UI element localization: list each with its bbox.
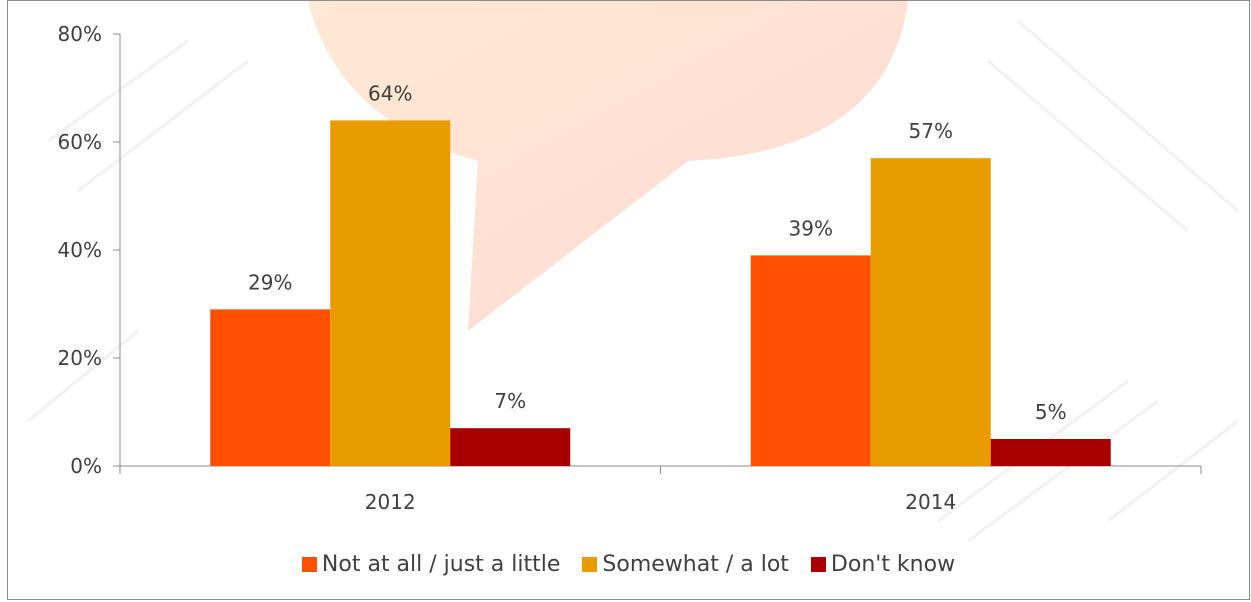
y-tick-label: 60% [58,130,102,154]
y-tick-label: 80% [58,22,102,46]
bar-value-label: 57% [909,119,953,143]
legend-item-somewhat: Somewhat / a lot [582,552,789,577]
bar-value-label: 29% [248,270,292,294]
bar-chart: 0% 20% 40% 60% 80% 2012 2014 29% 64% 7% 39% 57% 5% [27,1,1239,541]
legend-item-dont-know: Don't know [810,551,956,577]
legend-label-not-at-all: Not at all / just a little [321,551,561,577]
bar-value-label: 39% [789,216,833,240]
bars-group [210,120,1111,467]
bar [870,158,991,466]
legend-swatch-somewhat [582,556,598,572]
background-watermark [27,1,1239,541]
legend-label-somewhat: Somewhat / a lot [602,551,789,577]
legend: Not at all / just a little Somewhat / a … [8,547,1249,581]
bar [990,439,1111,466]
y-tick-label: 20% [58,346,102,370]
legend-label-dont-know: Don't know [830,551,956,577]
bar [750,255,871,466]
legend-item-not-at-all: Not at all / just a little [301,551,561,577]
x-tick-label: 2012 [365,490,416,514]
bar [450,428,571,466]
x-tick-label: 2014 [905,490,956,514]
bar [210,309,331,466]
y-tick-label: 40% [58,238,102,262]
data-labels-group: 29% 64% 7% 39% 57% 5% [248,81,1067,424]
y-tick-label: 0% [70,454,102,478]
bar-value-label: 64% [368,81,412,105]
legend-swatch-not-at-all [301,556,317,572]
bar-value-label: 7% [494,389,526,413]
legend-swatch-dont-know [810,556,826,572]
chart-frame: 0% 20% 40% 60% 80% 2012 2014 29% 64% 7% 39% 57% 5% … [7,0,1250,600]
bar [330,120,451,467]
bar-value-label: 5% [1035,400,1067,424]
